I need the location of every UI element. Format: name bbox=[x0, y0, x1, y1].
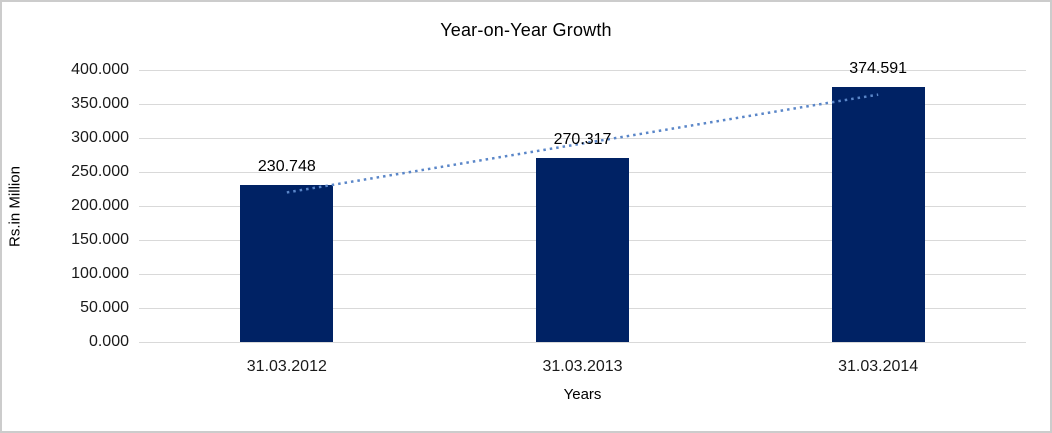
y-tick-label: 300.000 bbox=[71, 129, 129, 146]
y-tick-label: 400.000 bbox=[71, 61, 129, 78]
x-category-label: 31.03.2014 bbox=[838, 358, 919, 375]
bar bbox=[240, 185, 334, 342]
chart-title: Year-on-Year Growth bbox=[440, 20, 612, 40]
x-axis-title: Years bbox=[563, 386, 602, 403]
y-tick-label: 150.000 bbox=[71, 231, 129, 248]
y-tick-label: 350.000 bbox=[71, 95, 129, 112]
bar-data-label: 270.317 bbox=[553, 131, 612, 149]
x-category-label: 31.03.2013 bbox=[542, 358, 623, 375]
y-tick-label: 50.000 bbox=[80, 299, 129, 316]
bar bbox=[831, 87, 925, 342]
y-tick-label: 100.000 bbox=[71, 265, 129, 282]
y-tick-label: 250.000 bbox=[71, 163, 129, 180]
bar-data-label: 230.748 bbox=[257, 158, 316, 176]
gridline bbox=[139, 341, 1026, 343]
gridline bbox=[139, 69, 1026, 71]
x-category-label: 31.03.2012 bbox=[246, 358, 327, 375]
y-tick-label: 200.000 bbox=[71, 197, 129, 214]
bar bbox=[536, 158, 629, 342]
bar-data-label: 374.591 bbox=[849, 60, 908, 78]
y-tick-label: 0.000 bbox=[88, 333, 129, 350]
